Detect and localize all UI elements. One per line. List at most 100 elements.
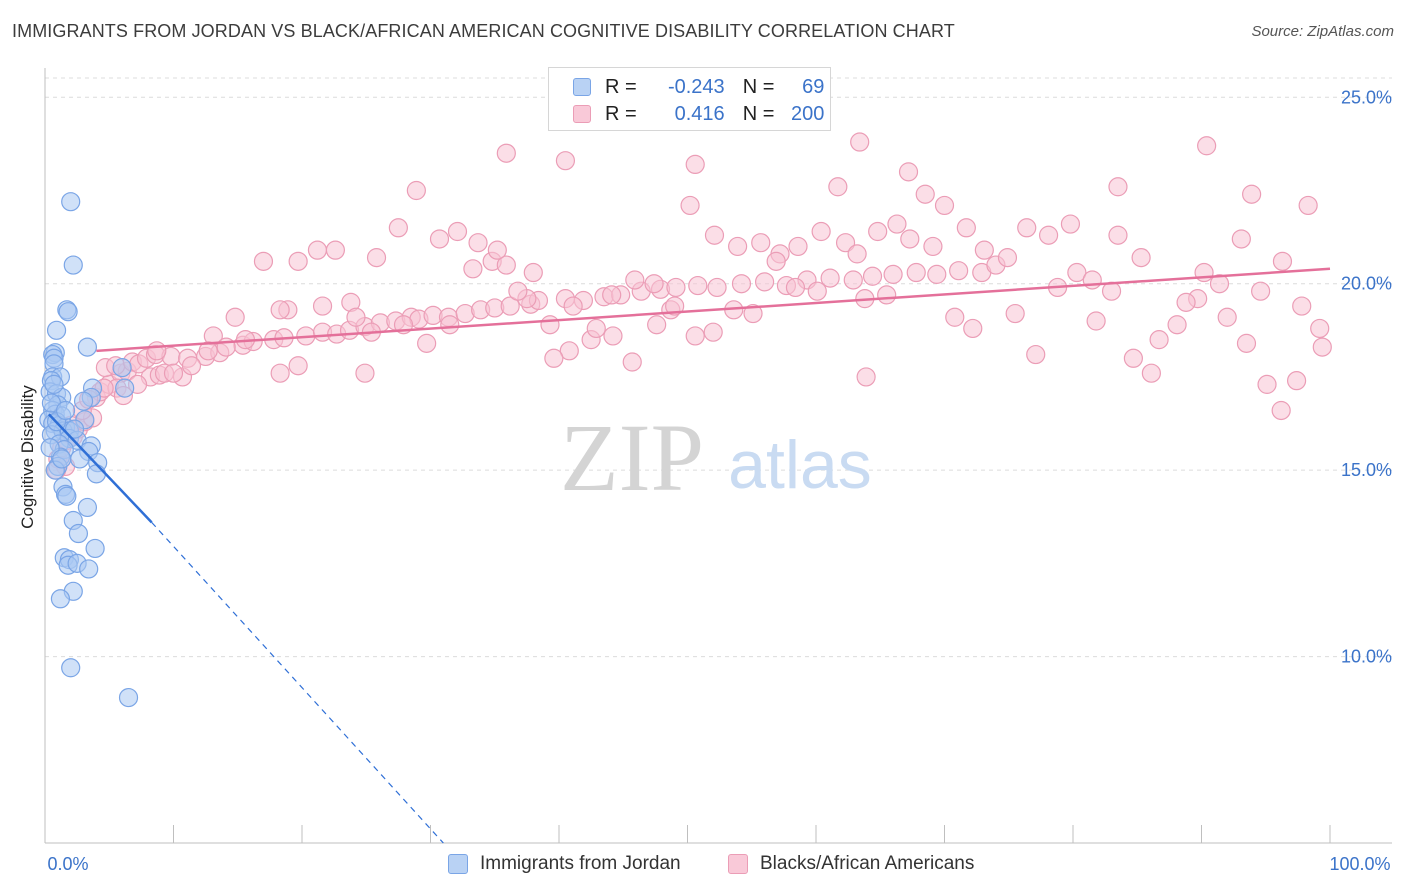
data-point-black (945, 307, 965, 327)
y-tick-label: 10.0% (1341, 647, 1392, 667)
data-point-black (915, 184, 935, 204)
data-point-black (1176, 292, 1196, 312)
data-point-black (622, 352, 642, 372)
data-point-black (766, 251, 786, 271)
source-label: Source: ZipAtlas.com (1251, 23, 1394, 40)
data-point-black (807, 281, 827, 301)
chart-title: IMMIGRANTS FROM JORDAN VS BLACK/AFRICAN … (12, 21, 955, 41)
data-point-black (666, 277, 686, 298)
gridlines (45, 77, 1392, 658)
data-point-black (1272, 251, 1293, 271)
data-point-black (1082, 270, 1102, 290)
bottom-legend-label-jordan: Immigrants from Jordan (480, 853, 681, 874)
data-point-black (974, 240, 994, 260)
data-point-black (1257, 374, 1277, 394)
data-point-jordan (61, 658, 81, 678)
legend-n-value: 200 (791, 102, 825, 125)
data-point-black (307, 240, 328, 260)
data-point-black (1108, 177, 1128, 197)
data-point-black (1067, 262, 1087, 283)
data-point-jordan (63, 255, 83, 275)
data-point-black (644, 274, 664, 294)
data-point-black (900, 229, 920, 249)
trendlines (47, 267, 1331, 844)
data-point-jordan (50, 589, 71, 609)
data-point-black (785, 277, 806, 298)
data-point-black (906, 262, 926, 283)
data-point-jordan (68, 523, 89, 544)
data-point-black (934, 195, 955, 216)
data-point-black (463, 259, 483, 279)
data-point-black (1231, 229, 1251, 249)
data-point-black (1251, 281, 1271, 301)
data-point-black (1131, 248, 1151, 268)
data-point-black (147, 341, 167, 361)
data-point-black (1236, 333, 1257, 353)
legend-r-value: 0.416 (674, 102, 725, 125)
data-point-black (862, 266, 883, 286)
data-point-black (963, 318, 983, 339)
data-point-black (270, 363, 290, 383)
x-tick-label-right: 100.0% (1329, 854, 1390, 874)
data-point-black (731, 274, 752, 294)
watermark-zip: ZIP (560, 404, 704, 511)
data-point-black (1197, 136, 1217, 156)
data-point-black (850, 132, 870, 152)
data-point-black (602, 285, 622, 305)
data-point-black (949, 261, 969, 281)
data-point-black (883, 264, 903, 284)
data-point-black (388, 218, 408, 238)
data-point-black (625, 270, 645, 290)
data-point-black (898, 162, 919, 182)
data-point-black (1286, 371, 1307, 391)
data-point-black (163, 363, 184, 383)
data-point-jordan (73, 391, 94, 411)
data-point-black (1271, 400, 1291, 421)
data-point-black (181, 356, 202, 376)
data-point-black (997, 248, 1018, 268)
data-point-black (685, 154, 705, 174)
data-point-black (835, 233, 856, 253)
data-point-black (788, 236, 808, 257)
data-point-black (544, 348, 564, 368)
data-point-jordan (44, 374, 64, 394)
data-point-jordan (52, 449, 72, 469)
data-point-black (540, 315, 560, 335)
data-point-black (923, 236, 943, 257)
trendline-black (96, 267, 1331, 353)
legend-swatch-pink (573, 105, 591, 123)
data-point-black (1141, 363, 1161, 383)
trendline-jordan-extension (151, 521, 444, 844)
data-point-black (751, 233, 771, 253)
legend-r-label: R = (605, 75, 637, 98)
data-point-black (500, 296, 520, 316)
data-point-black (355, 363, 375, 383)
data-point-black (1298, 195, 1318, 216)
data-point-black (586, 318, 606, 339)
data-point-black (1017, 218, 1037, 238)
data-point-black (811, 221, 831, 242)
data-point-black (198, 341, 218, 361)
legend-r-label: R = (605, 102, 637, 125)
bottom-legend-swatch-blue (448, 854, 468, 874)
y-tick-label: 15.0% (1341, 460, 1392, 480)
data-point-black (447, 221, 468, 242)
data-point-jordan (40, 438, 60, 458)
data-point-black (603, 326, 623, 346)
data-point-black (856, 367, 876, 387)
data-point-jordan (58, 302, 78, 322)
legend-row-black: R = 0.416 N = 200 (573, 101, 824, 127)
data-point-black (1310, 318, 1330, 339)
data-point-black (1038, 225, 1059, 245)
data-point-black (887, 214, 907, 234)
data-point-black (496, 255, 516, 275)
legend-n-label: N = (742, 102, 775, 125)
legend-n-label: N = (742, 75, 775, 98)
data-point-black (270, 300, 290, 320)
data-point-jordan (55, 400, 76, 421)
data-point-black (847, 244, 867, 264)
data-point-jordan (61, 192, 81, 212)
y-tick-label: 20.0% (1341, 274, 1392, 294)
data-point-black (665, 296, 685, 316)
